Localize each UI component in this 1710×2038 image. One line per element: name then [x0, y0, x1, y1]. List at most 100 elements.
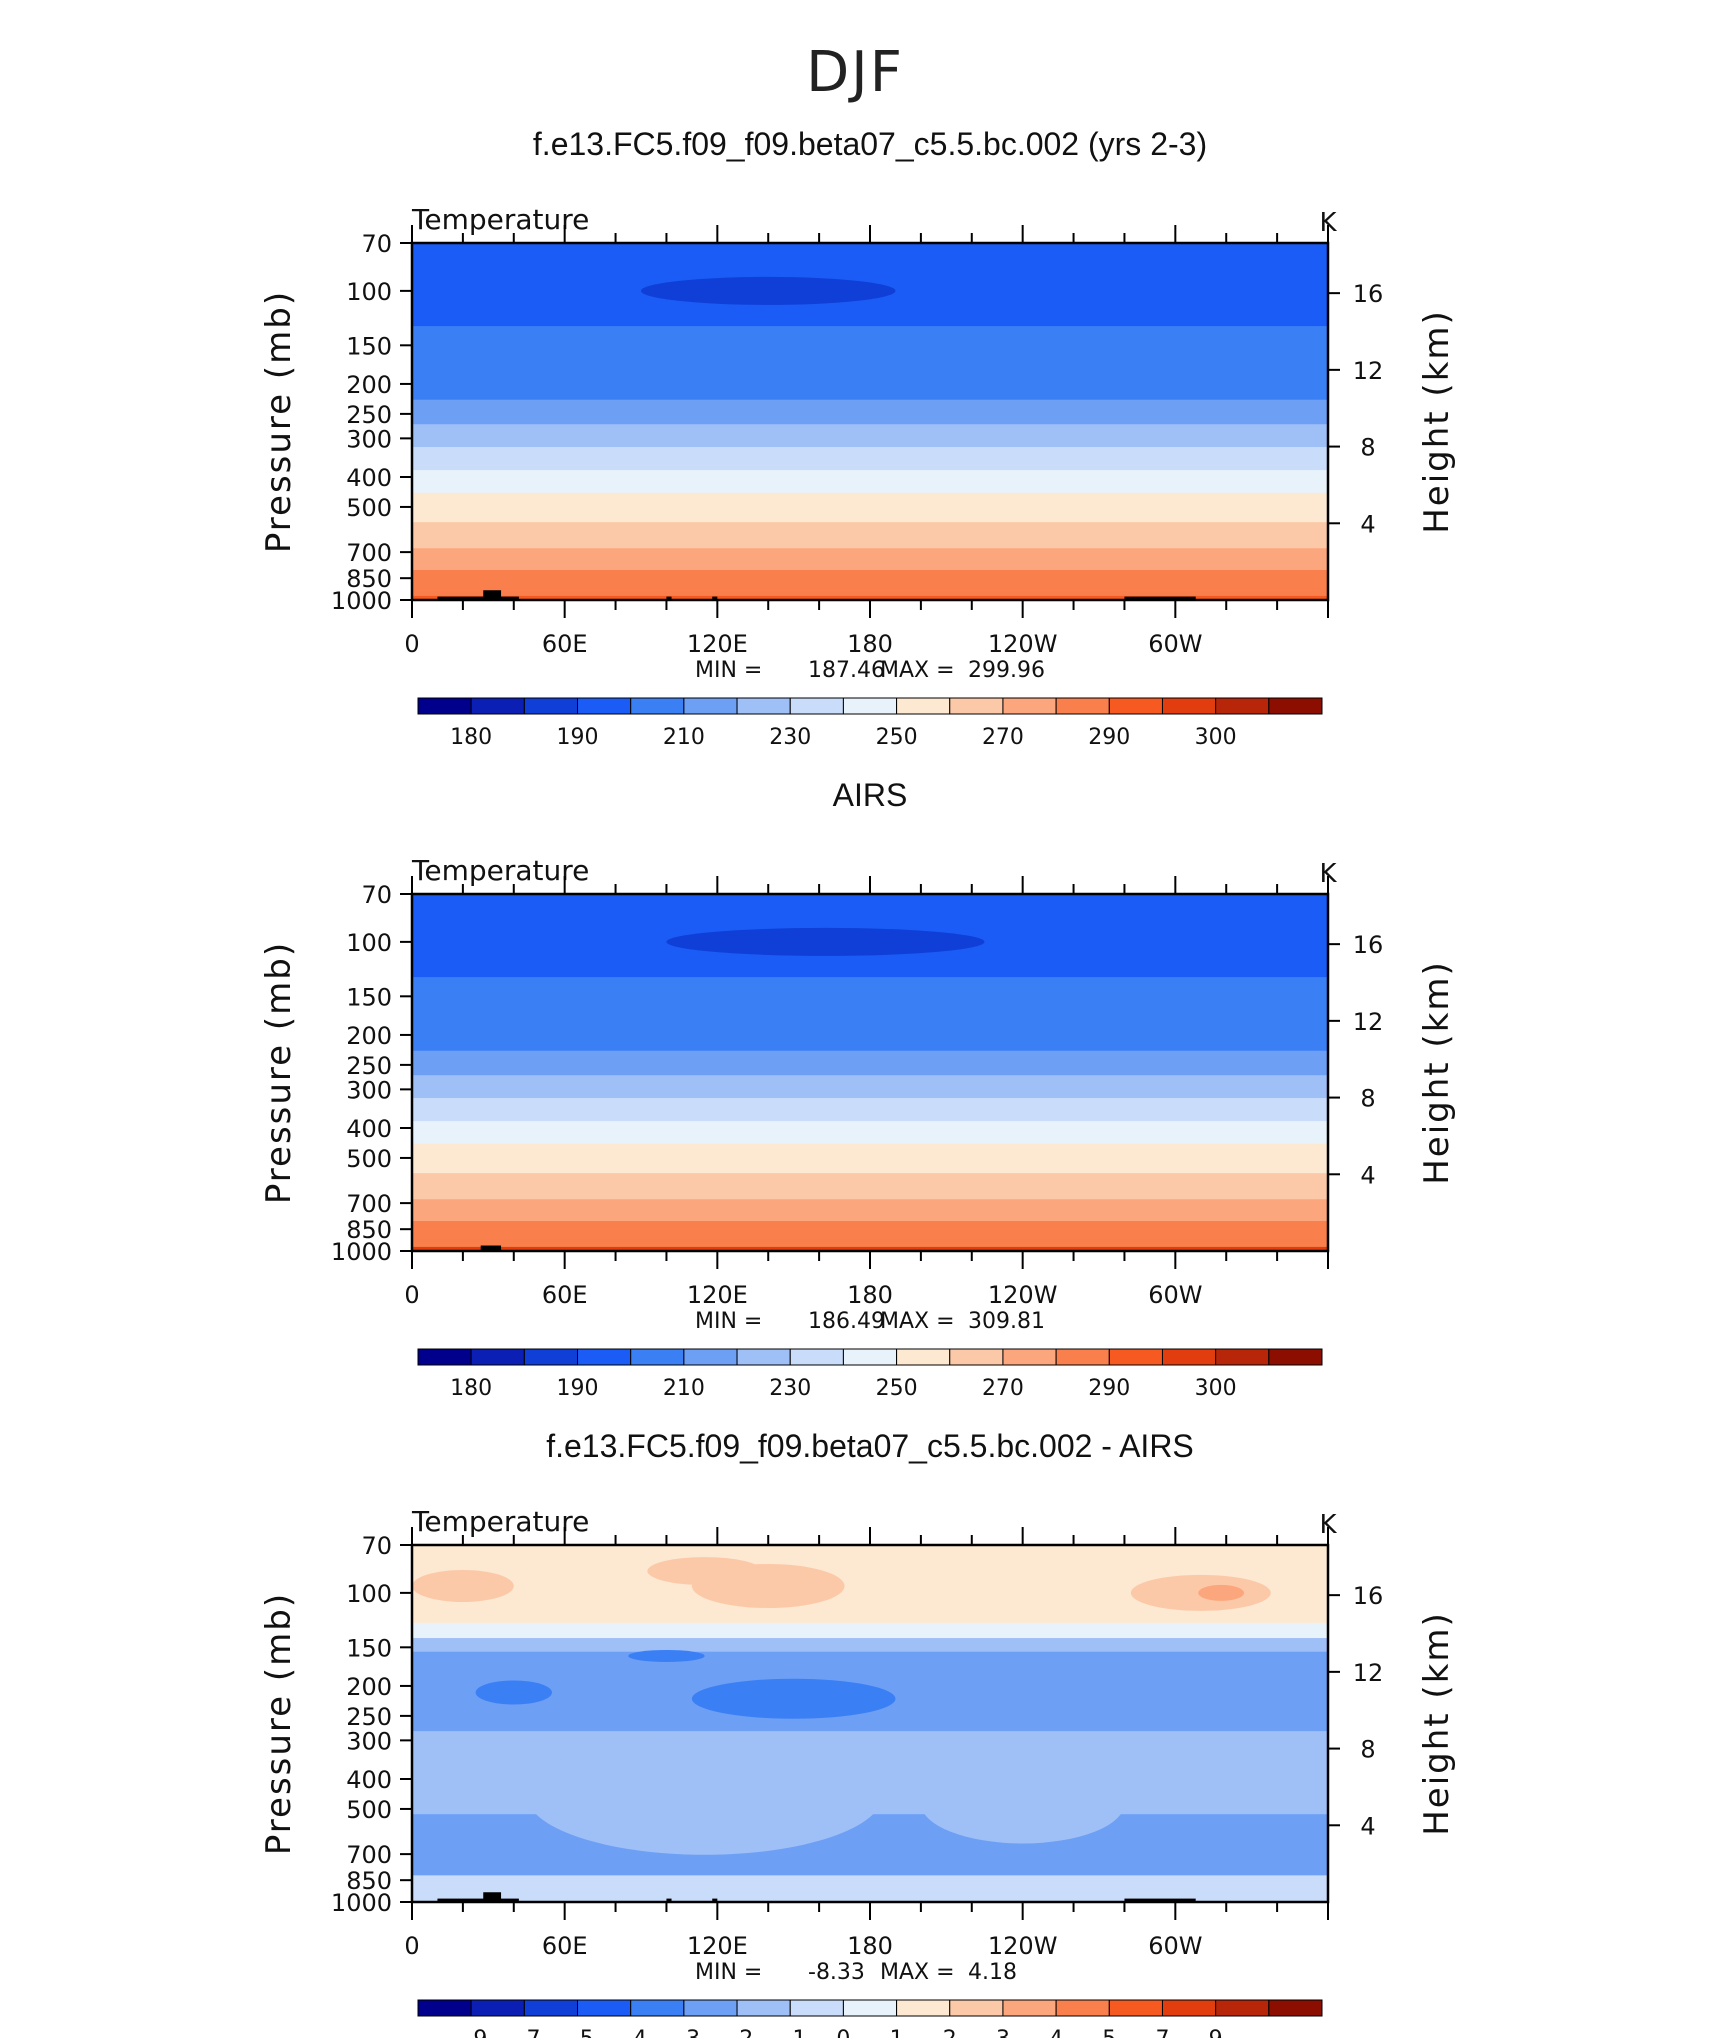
colorbar-label: 270 [982, 1376, 1024, 1401]
colorbar-label: −9 [455, 2027, 487, 2038]
x-tick-label: 120W [988, 630, 1058, 658]
figure-title: DJF [806, 40, 904, 105]
anomaly-contour [1198, 1584, 1245, 1601]
contour-band [412, 548, 1328, 571]
y-tick-label-right: 16 [1353, 931, 1384, 959]
y-tick-label: 300 [346, 425, 392, 453]
colorbar-label: 190 [557, 1376, 599, 1401]
y-tick-label: 200 [346, 1673, 392, 1701]
colorbar-swatch [1161, 697, 1217, 715]
colorbar-swatch [949, 1999, 1004, 2017]
x-tick-label: 120E [687, 1281, 748, 1309]
panel-1: f.e13.FC5.f09_f09.beta07_c5.5.bc.002 (yr… [259, 126, 1457, 750]
y-tick-label-right: 12 [1353, 357, 1384, 385]
x-tick-label: 60E [542, 1932, 588, 1960]
contour-band [412, 1638, 1328, 1653]
contour-band [412, 1017, 1328, 1052]
x-tick-label: 120W [988, 1932, 1058, 1960]
colorbar-swatch [577, 697, 632, 715]
contour-band [412, 492, 1328, 523]
topography-mask [480, 1245, 502, 1251]
colorbar-label: −2 [721, 2027, 753, 2038]
y-tick-label-right: 8 [1360, 434, 1375, 462]
y-tick-label: 100 [346, 1580, 392, 1608]
colorbar-swatch [896, 1348, 951, 1366]
colorbar-swatch [1108, 1348, 1163, 1366]
contour-band [412, 470, 1328, 494]
y-tick-label: 150 [346, 1634, 392, 1662]
topography-mask [483, 1892, 502, 1902]
colorbar-swatch [842, 1999, 898, 2017]
y-tick-label: 250 [346, 1703, 392, 1731]
y-axis-label-right: Height (km) [1417, 1611, 1457, 1836]
x-tick-label: 0 [404, 1932, 419, 1960]
y-tick-label-right: 12 [1353, 1659, 1384, 1687]
contour-bands [412, 243, 1328, 601]
contour-band [412, 366, 1328, 401]
topography-mask [666, 1898, 672, 1902]
anomaly-contour [526, 1734, 883, 1855]
colorbar-label: −7 [508, 2027, 540, 2038]
y-tick-label: 300 [346, 1076, 392, 1104]
y-tick-label-right: 16 [1353, 1582, 1384, 1610]
units-label: K [1319, 208, 1337, 238]
y-tick-label-right: 4 [1360, 510, 1375, 538]
variable-label: Temperature [411, 1505, 589, 1538]
colorbar-label: −3 [668, 2027, 700, 2038]
contour-bands [412, 894, 1328, 1252]
y-axis-label-right: Height (km) [1417, 960, 1457, 1185]
colorbar-swatch [630, 1348, 685, 1366]
min-label: MIN = [695, 1309, 762, 1334]
y-axis-right: 4 8 12 16 [1328, 931, 1383, 1189]
min-value: -8.33 [808, 1960, 865, 1985]
panel-title: AIRS [833, 777, 908, 813]
y-axis-label-left: Pressure (mb) [259, 290, 299, 553]
contour-band [412, 1221, 1328, 1241]
colorbar-swatch [1055, 1348, 1110, 1366]
colorbar-swatch [470, 1348, 525, 1366]
colorbar-label: −5 [561, 2027, 593, 2038]
colorbar-swatch [417, 1348, 472, 1366]
contour-band [412, 1239, 1328, 1248]
topography-mask [1124, 1898, 1196, 1902]
contour-band [412, 1875, 1328, 1903]
y-tick-label-right: 8 [1360, 1085, 1375, 1113]
variable-label: Temperature [411, 854, 589, 887]
colorbar-label: 250 [876, 1376, 918, 1401]
topography-mask [437, 1898, 519, 1902]
contour-band [412, 1075, 1328, 1099]
colorbar: 180 190 210 230 250 270 290 300 [417, 697, 1323, 750]
min-value: 186.49 [808, 1309, 885, 1334]
x-tick-label: 60E [542, 1281, 588, 1309]
y-tick-label: 500 [346, 1145, 392, 1173]
colorbar-label: 290 [1088, 725, 1130, 750]
y-tick-label: 150 [346, 332, 392, 360]
x-tick-label: 60W [1148, 1932, 1202, 1960]
colorbar-swatch [1215, 1348, 1270, 1366]
contour-band [412, 1121, 1328, 1145]
panel-3: f.e13.FC5.f09_f09.beta07_c5.5.bc.002 - A… [259, 1428, 1457, 2038]
cold-core-contour [641, 276, 896, 305]
anomaly-contour [691, 1563, 845, 1608]
y-axis-right: 4 8 12 16 [1328, 1582, 1383, 1840]
contour-band [412, 399, 1328, 425]
anomaly-contour [691, 1678, 896, 1719]
colorbar-label: −1 [774, 2027, 806, 2038]
y-tick-label-right: 12 [1353, 1008, 1384, 1036]
colorbar-swatch [1215, 1999, 1270, 2017]
x-axis: 0 60E 120E 180 120W 60W [404, 876, 1329, 1309]
colorbar-label: 2 [943, 2027, 957, 2038]
colorbar-label: 9 [1209, 2027, 1223, 2038]
topography-mask [483, 590, 502, 600]
anomaly-contour [412, 1569, 514, 1602]
max-value: 299.96 [968, 658, 1045, 683]
colorbar-swatch [842, 1348, 898, 1366]
colorbar: −9 −7 −5 −4 −3 −2 −1 0 1 2 3 4 5 7 9 [417, 1999, 1323, 2038]
colorbar-label: 290 [1088, 1376, 1130, 1401]
y-tick-label: 100 [346, 929, 392, 957]
colorbar-swatch [1002, 697, 1057, 715]
topography-mask [1124, 596, 1196, 600]
x-tick-label: 120E [687, 630, 748, 658]
